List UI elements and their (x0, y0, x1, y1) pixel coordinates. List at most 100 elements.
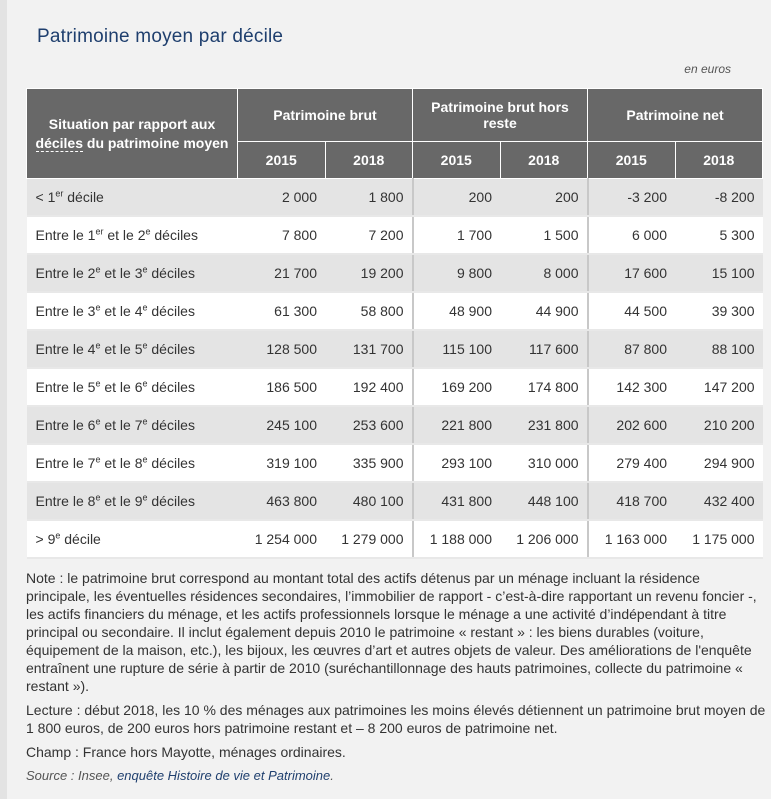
row-label-pre: Entre le 3 (35, 303, 96, 319)
value-cell: 200 (412, 178, 500, 217)
row-label-sup: e (142, 302, 148, 313)
row-label: Entre le 5e et le 6e déciles (26, 368, 238, 407)
value-cell: 131 700 (325, 330, 414, 369)
source-link[interactable]: enquête Histoire de vie et Patrimoine (117, 768, 331, 783)
value-cell: -8 200 (675, 178, 763, 217)
value-cell: 15 100 (675, 254, 763, 293)
value-cell: 1 254 000 (237, 520, 325, 559)
value-cell: 17 600 (587, 254, 676, 293)
group-header-patrimoine-net: Patrimoine net (587, 88, 764, 142)
year-header: 2015 (587, 141, 676, 179)
row-label-pre: Entre le 5 (35, 379, 96, 395)
row-label-sup: er (55, 188, 64, 199)
row-label-pre: Entre le 6 (35, 417, 96, 433)
value-cell: 294 900 (675, 444, 763, 483)
value-cell: 21 700 (237, 254, 325, 293)
row-label-post: déciles (147, 493, 195, 509)
row-label-mid: et le 7 (100, 417, 143, 433)
row-label-post: déciles (147, 379, 195, 395)
row-label: < 1er décile (26, 178, 238, 217)
row-label: > 9e décile (26, 520, 238, 559)
value-cell: 1 700 (412, 216, 500, 255)
row-label-sup: e (95, 302, 101, 313)
row-label-mid: et le 4 (100, 303, 143, 319)
row-label-mid: et le 6 (100, 379, 143, 395)
value-cell: 293 100 (412, 444, 500, 483)
row-label-mid: et le 3 (100, 265, 143, 281)
row-label-sup: e (142, 416, 148, 427)
row-label-pre: < 1 (35, 189, 56, 205)
table-row: Entre le 2e et le 3e déciles 21 700 19 200… (26, 254, 763, 293)
year-header: 2015 (237, 141, 326, 179)
row-label-pre: Entre le 2 (35, 265, 96, 281)
source-text: Source : Insee, enquête Histoire de vie … (26, 767, 766, 785)
value-cell: 418 700 (587, 482, 676, 521)
value-cell: 5 300 (675, 216, 763, 255)
value-cell: 480 100 (325, 482, 414, 521)
row-label-sup: e (95, 492, 101, 503)
deciles-definition-link[interactable]: déciles (35, 134, 83, 152)
row-label-pre: Entre le 7 (35, 455, 96, 471)
row-label-mid: et le 8 (100, 455, 143, 471)
value-cell: 1 175 000 (675, 520, 763, 559)
page-title: Patrimoine moyen par décile (37, 26, 284, 47)
row-label-sup: e (142, 340, 148, 351)
value-cell: 115 100 (412, 330, 500, 369)
value-cell: 253 600 (325, 406, 414, 445)
value-cell: 142 300 (587, 368, 676, 407)
row-label-pre: > 9 (35, 531, 56, 547)
value-cell: 431 800 (412, 482, 500, 521)
value-cell: 44 900 (500, 292, 589, 331)
value-cell: 448 100 (500, 482, 589, 521)
value-cell: 221 800 (412, 406, 500, 445)
row-label: Entre le 4e et le 5e déciles (26, 330, 238, 369)
value-cell: 1 188 000 (412, 520, 500, 559)
row-label-mid: et le 5 (100, 341, 143, 357)
value-cell: 310 000 (500, 444, 589, 483)
value-cell: 335 900 (325, 444, 414, 483)
unit-label: en euros (684, 62, 731, 76)
year-header: 2018 (324, 141, 413, 179)
row-label-pre: Entre le 4 (35, 341, 96, 357)
row-label-post: déciles (147, 455, 195, 471)
row-label-sup: e (142, 264, 148, 275)
value-cell: 6 000 (587, 216, 676, 255)
row-label-sup: e (95, 454, 101, 465)
year-header: 2018 (499, 141, 589, 179)
champ-text: Champ : France hors Mayotte, ménages ord… (26, 744, 346, 760)
value-cell: 1 800 (325, 178, 414, 217)
value-cell: 7 200 (325, 216, 414, 255)
value-cell: 463 800 (237, 482, 325, 521)
table-row: Entre le 3e et le 4e déciles 61 300 58 800… (26, 292, 763, 331)
row-label: Entre le 3e et le 4e déciles (26, 292, 238, 331)
row-label-sup: e (95, 378, 101, 389)
value-cell: 432 400 (675, 482, 763, 521)
notes-section: Note : le patrimoine brut correspond au … (26, 569, 766, 791)
row-label-sup: e (142, 454, 148, 465)
value-cell: 117 600 (500, 330, 589, 369)
row-label-post: déciles (150, 227, 198, 243)
value-cell: 210 200 (675, 406, 763, 445)
value-cell: 231 800 (500, 406, 589, 445)
table-body: < 1er décile 2 000 1 800 200 200 -3 200 -8 200… (26, 178, 763, 559)
left-edge-strip (0, 0, 7, 799)
row-label-sup: e (142, 378, 148, 389)
row-label: Entre le 1er et le 2e déciles (26, 216, 238, 255)
value-cell: 2 000 (237, 178, 325, 217)
value-cell: 1 500 (500, 216, 589, 255)
value-cell: 61 300 (237, 292, 325, 331)
row-header-before: Situation par rapport aux (48, 115, 216, 132)
table-row: < 1er décile 2 000 1 800 200 200 -3 200 -8 200 (26, 178, 763, 217)
value-cell: 202 600 (587, 406, 676, 445)
table-row: Entre le 1er et le 2e déciles 7 800 7 200 1… (26, 216, 763, 255)
row-label-sup: e (95, 340, 101, 351)
source-suffix: . (330, 768, 334, 783)
row-label-mid: décile (63, 189, 104, 205)
value-cell: 319 100 (237, 444, 325, 483)
value-cell: 192 400 (325, 368, 414, 407)
note-text: Note : le patrimoine brut correspond au … (26, 570, 757, 694)
table-row: Entre le 8e et le 9e déciles 463 800 480 1… (26, 482, 763, 521)
value-cell: 279 400 (587, 444, 676, 483)
row-label-pre: Entre le 1 (35, 227, 96, 243)
table-row: > 9e décile 1 254 000 1 279 000 1 188 000 1 … (26, 520, 763, 559)
